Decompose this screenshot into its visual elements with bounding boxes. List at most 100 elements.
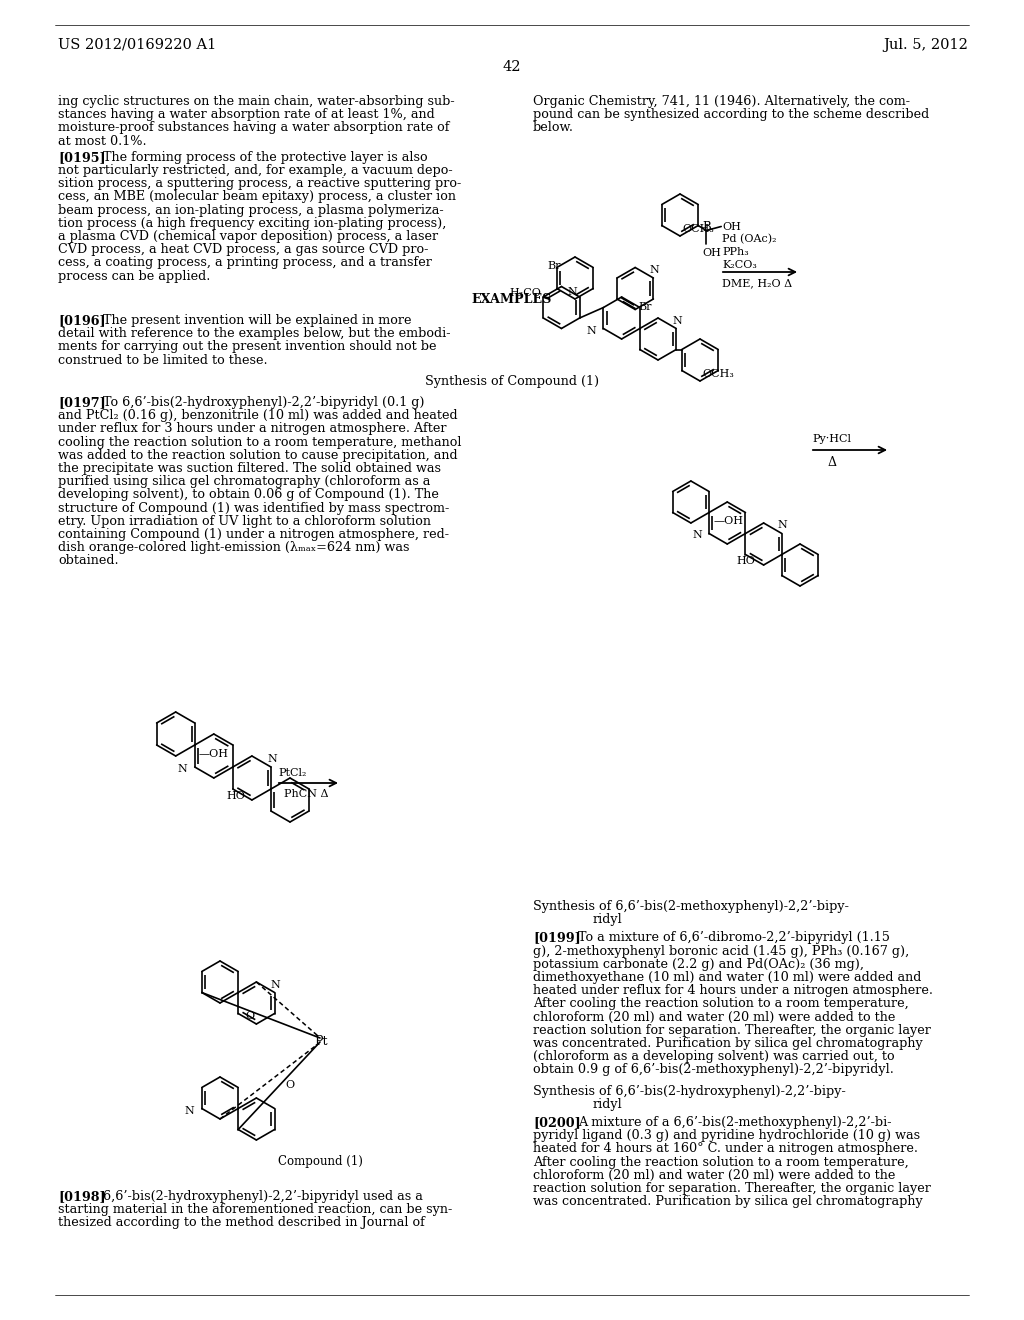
- Text: CVD process, a heat CVD process, a gas source CVD pro-: CVD process, a heat CVD process, a gas s…: [58, 243, 428, 256]
- Text: tion process (a high frequency exciting ion-plating process),: tion process (a high frequency exciting …: [58, 216, 446, 230]
- Text: Jul. 5, 2012: Jul. 5, 2012: [883, 38, 968, 51]
- Text: N: N: [270, 979, 281, 990]
- Text: Compound (1): Compound (1): [278, 1155, 362, 1168]
- Text: Br: Br: [638, 301, 651, 312]
- Text: N: N: [649, 265, 659, 275]
- Text: starting material in the aforementioned reaction, can be syn-: starting material in the aforementioned …: [58, 1204, 453, 1216]
- Text: N: N: [185, 1106, 195, 1115]
- Text: heated under reflux for 4 hours under a nitrogen atmosphere.: heated under reflux for 4 hours under a …: [534, 985, 933, 997]
- Text: HO: HO: [737, 557, 756, 566]
- Text: chloroform (20 ml) and water (20 ml) were added to the: chloroform (20 ml) and water (20 ml) wer…: [534, 1168, 895, 1181]
- Text: PhCN Δ: PhCN Δ: [284, 789, 329, 799]
- Text: Synthesis of Compound (1): Synthesis of Compound (1): [425, 375, 599, 388]
- Text: stances having a water absorption rate of at least 1%, and: stances having a water absorption rate o…: [58, 108, 435, 121]
- Text: etry. Upon irradiation of UV light to a chloroform solution: etry. Upon irradiation of UV light to a …: [58, 515, 431, 528]
- Text: PPh₃: PPh₃: [722, 247, 749, 257]
- Text: HO: HO: [226, 791, 245, 801]
- Text: ing cyclic structures on the main chain, water-absorbing sub-: ing cyclic structures on the main chain,…: [58, 95, 455, 108]
- Text: [0195]: [0195]: [58, 150, 105, 164]
- Text: —OH: —OH: [199, 748, 228, 759]
- Text: reaction solution for separation. Thereafter, the organic layer: reaction solution for separation. Therea…: [534, 1024, 931, 1036]
- Text: —OH: —OH: [713, 516, 743, 527]
- Text: N: N: [778, 520, 787, 531]
- Text: [0197]: [0197]: [58, 396, 105, 409]
- Text: chloroform (20 ml) and water (20 ml) were added to the: chloroform (20 ml) and water (20 ml) wer…: [534, 1011, 895, 1023]
- Text: thesized according to the method described in Journal of: thesized according to the method describ…: [58, 1217, 425, 1229]
- Text: purified using silica gel chromatography (chloroform as a: purified using silica gel chromatography…: [58, 475, 430, 488]
- Text: pyridyl ligand (0.3 g) and pyridine hydrochloride (10 g) was: pyridyl ligand (0.3 g) and pyridine hydr…: [534, 1129, 921, 1142]
- Text: K₂CO₃: K₂CO₃: [722, 260, 757, 271]
- Text: [0196]: [0196]: [58, 314, 105, 327]
- Text: ridyl: ridyl: [593, 913, 623, 927]
- Text: reaction solution for separation. Thereafter, the organic layer: reaction solution for separation. Therea…: [534, 1181, 931, 1195]
- Text: O: O: [246, 1011, 255, 1022]
- Text: at most 0.1%.: at most 0.1%.: [58, 135, 146, 148]
- Text: heated for 4 hours at 160° C. under a nitrogen atmosphere.: heated for 4 hours at 160° C. under a ni…: [534, 1142, 918, 1155]
- Text: Py·HCl: Py·HCl: [812, 434, 851, 444]
- Text: containing Compound (1) under a nitrogen atmosphere, red-: containing Compound (1) under a nitrogen…: [58, 528, 449, 541]
- Text: ridyl: ridyl: [593, 1098, 623, 1111]
- Text: under reflux for 3 hours under a nitrogen atmosphere. After: under reflux for 3 hours under a nitroge…: [58, 422, 446, 436]
- Text: ments for carrying out the present invention should not be: ments for carrying out the present inven…: [58, 341, 436, 354]
- Text: The present invention will be explained in more: The present invention will be explained …: [103, 314, 412, 327]
- Text: To 6,6’-bis(2-hydroxyphenyl)-2,2’-bipyridyl (0.1 g): To 6,6’-bis(2-hydroxyphenyl)-2,2’-bipyri…: [103, 396, 425, 409]
- Text: developing solvent), to obtain 0.06 g of Compound (1). The: developing solvent), to obtain 0.06 g of…: [58, 488, 439, 502]
- Text: The forming process of the protective layer is also: The forming process of the protective la…: [103, 150, 428, 164]
- Text: detail with reference to the examples below, but the embodi-: detail with reference to the examples be…: [58, 327, 451, 341]
- Text: [0199]: [0199]: [534, 932, 581, 944]
- Text: N: N: [267, 754, 276, 764]
- Text: was concentrated. Purification by silica gel chromatography: was concentrated. Purification by silica…: [534, 1038, 923, 1049]
- Text: g), 2-methoxyphenyl boronic acid (1.45 g), PPh₃ (0.167 g),: g), 2-methoxyphenyl boronic acid (1.45 g…: [534, 945, 909, 957]
- Text: After cooling the reaction solution to a room temperature,: After cooling the reaction solution to a…: [534, 1155, 908, 1168]
- Text: dimethoxyethane (10 ml) and water (10 ml) were added and: dimethoxyethane (10 ml) and water (10 ml…: [534, 972, 922, 983]
- Text: dish orange-colored light-emission (λₘₐₓ=624 nm) was: dish orange-colored light-emission (λₘₐₓ…: [58, 541, 410, 554]
- Text: Pt: Pt: [314, 1035, 328, 1048]
- Text: a plasma CVD (chemical vapor deposition) process, a laser: a plasma CVD (chemical vapor deposition)…: [58, 230, 438, 243]
- Text: cooling the reaction solution to a room temperature, methanol: cooling the reaction solution to a room …: [58, 436, 462, 449]
- Text: Pd (OAc)₂: Pd (OAc)₂: [722, 234, 776, 244]
- Text: cess, an MBE (molecular beam epitaxy) process, a cluster ion: cess, an MBE (molecular beam epitaxy) pr…: [58, 190, 456, 203]
- Text: (chloroform as a developing solvent) was carried out, to: (chloroform as a developing solvent) was…: [534, 1051, 895, 1063]
- Text: was concentrated. Purification by silica gel chromatography: was concentrated. Purification by silica…: [534, 1195, 923, 1208]
- Text: 42: 42: [503, 59, 521, 74]
- Text: After cooling the reaction solution to a room temperature,: After cooling the reaction solution to a…: [534, 998, 908, 1010]
- Text: N: N: [587, 326, 596, 335]
- Text: the precipitate was suction filtered. The solid obtained was: the precipitate was suction filtered. Th…: [58, 462, 441, 475]
- Text: construed to be limited to these.: construed to be limited to these.: [58, 354, 267, 367]
- Text: and PtCl₂ (0.16 g), benzonitrile (10 ml) was added and heated: and PtCl₂ (0.16 g), benzonitrile (10 ml)…: [58, 409, 458, 422]
- Text: structure of Compound (1) was identified by mass spectrom-: structure of Compound (1) was identified…: [58, 502, 450, 515]
- Text: Synthesis of 6,6’-bis(2-methoxyphenyl)-2,2’-bipy-: Synthesis of 6,6’-bis(2-methoxyphenyl)-2…: [534, 900, 849, 913]
- Text: potassium carbonate (2.2 g) and Pd(OAc)₂ (36 mg),: potassium carbonate (2.2 g) and Pd(OAc)₂…: [534, 958, 864, 970]
- Text: below.: below.: [534, 121, 574, 135]
- Text: EXAMPLES: EXAMPLES: [472, 293, 552, 306]
- Text: 6,6’-bis(2-hydroxyphenyl)-2,2’-bipyridyl used as a: 6,6’-bis(2-hydroxyphenyl)-2,2’-bipyridyl…: [103, 1191, 423, 1203]
- Text: pound can be synthesized according to the scheme described: pound can be synthesized according to th…: [534, 108, 929, 121]
- Text: obtain 0.9 g of 6,6’-bis(2-methoxyphenyl)-2,2’-bipyridyl.: obtain 0.9 g of 6,6’-bis(2-methoxyphenyl…: [534, 1064, 894, 1076]
- Text: obtained.: obtained.: [58, 554, 119, 568]
- Text: US 2012/0169220 A1: US 2012/0169220 A1: [58, 38, 216, 51]
- Text: N: N: [567, 286, 577, 297]
- Text: A mixture of a 6,6’-bis(2-methoxyphenyl)-2,2’-bi-: A mixture of a 6,6’-bis(2-methoxyphenyl)…: [578, 1115, 892, 1129]
- Text: [0198]: [0198]: [58, 1191, 105, 1203]
- Text: was added to the reaction solution to cause precipitation, and: was added to the reaction solution to ca…: [58, 449, 458, 462]
- Text: OH: OH: [702, 248, 721, 257]
- Text: [0200]: [0200]: [534, 1115, 581, 1129]
- Text: N: N: [692, 531, 701, 540]
- Text: B: B: [702, 220, 712, 234]
- Text: cess, a coating process, a printing process, and a transfer: cess, a coating process, a printing proc…: [58, 256, 432, 269]
- Text: beam process, an ion-plating process, a plasma polymeriza-: beam process, an ion-plating process, a …: [58, 203, 443, 216]
- Text: O: O: [286, 1080, 295, 1090]
- Text: OCH₃: OCH₃: [682, 224, 714, 234]
- Text: Synthesis of 6,6’-bis(2-hydroxyphenyl)-2,2’-bipy-: Synthesis of 6,6’-bis(2-hydroxyphenyl)-2…: [534, 1085, 846, 1098]
- Text: sition process, a sputtering process, a reactive sputtering pro-: sition process, a sputtering process, a …: [58, 177, 461, 190]
- Text: Br: Br: [547, 261, 560, 271]
- Text: process can be applied.: process can be applied.: [58, 269, 210, 282]
- Text: Δ: Δ: [828, 455, 837, 469]
- Text: H₃CO: H₃CO: [510, 289, 542, 298]
- Text: Organic Chemistry, 741, 11 (1946). Alternatively, the com-: Organic Chemistry, 741, 11 (1946). Alter…: [534, 95, 910, 108]
- Text: PtCl₂: PtCl₂: [278, 768, 306, 777]
- Text: not particularly restricted, and, for example, a vacuum depo-: not particularly restricted, and, for ex…: [58, 164, 453, 177]
- Text: DME, H₂O Δ: DME, H₂O Δ: [722, 279, 793, 288]
- Text: OCH₃: OCH₃: [702, 370, 734, 379]
- Text: OH: OH: [722, 223, 741, 232]
